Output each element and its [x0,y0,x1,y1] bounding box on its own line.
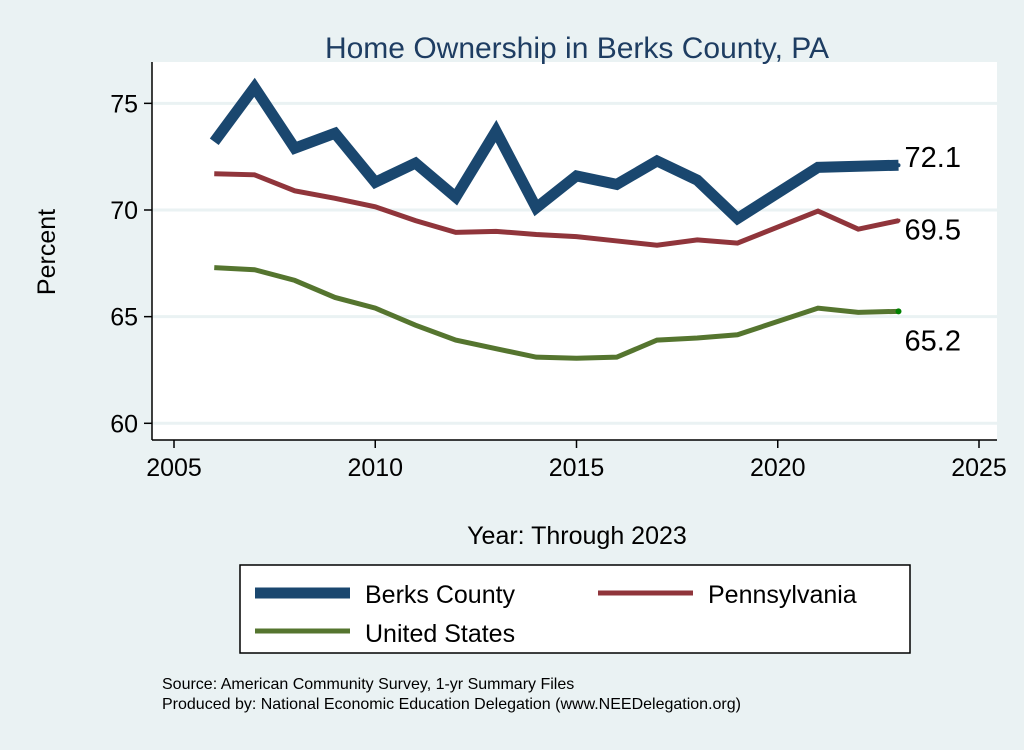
chart-title: Home Ownership in Berks County, PA [325,32,829,65]
y-axis-label: Percent [33,209,61,295]
y-tick-label: 60 [110,410,138,438]
series-line-berks-county [209,77,899,226]
legend-label-berks: Berks County [365,581,516,609]
legend: Berks County Pennsylvania United States [239,564,911,654]
source-note: Source: American Community Survey, 1-yr … [162,676,574,693]
series-lines [209,77,902,361]
end-marker [896,163,901,168]
x-axis-label: Year: Through 2023 [467,522,687,550]
x-tick-label: 2020 [750,454,806,482]
legend-label-pennsylvania: Pennsylvania [708,581,857,609]
legend-box [239,564,911,654]
y-ticks: 60 65 70 75 [110,90,152,438]
gridlines [152,101,997,425]
end-marker [896,218,901,223]
series-line-pennsylvania [214,171,900,248]
x-tick-label: 2015 [549,454,605,482]
plot-area [152,62,997,440]
end-marker [895,308,902,315]
end-label: 72.1 [905,142,961,174]
end-label: 69.5 [905,215,961,247]
x-tick-label: 2005 [146,454,202,482]
producer-note: Produced by: National Economic Education… [162,696,741,713]
x-tick-label: 2025 [951,454,1007,482]
end-labels: 72.1 69.5 65.2 [905,142,961,357]
y-tick-label: 75 [110,90,138,118]
legend-label-us: United States [365,620,515,648]
end-label: 65.2 [905,325,961,357]
y-tick-label: 70 [110,197,138,225]
x-ticks: 2005 2010 2015 2020 2025 [146,440,1007,482]
y-tick-label: 65 [110,304,138,332]
x-tick-label: 2010 [347,454,403,482]
series-line-united-states [214,265,899,361]
